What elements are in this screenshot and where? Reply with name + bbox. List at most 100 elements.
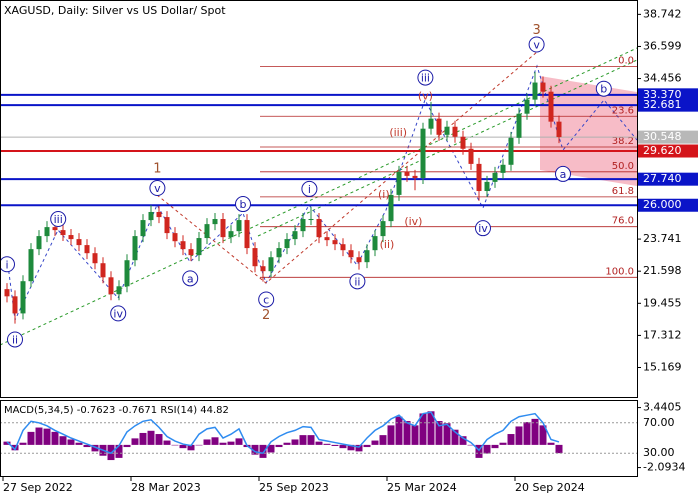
macd-bar <box>371 440 379 445</box>
wave-label: (i) <box>378 188 390 201</box>
wave-circle <box>182 270 199 287</box>
candle-body <box>116 286 122 295</box>
candle-body <box>276 248 282 258</box>
macd-bar <box>91 444 99 452</box>
candle-body <box>268 257 274 272</box>
macd-bar <box>251 444 259 455</box>
candle-body <box>52 227 58 231</box>
trend-channel <box>257 59 638 237</box>
level-label: 32.681 <box>643 98 682 111</box>
candle-body <box>132 236 138 261</box>
target-zone <box>540 76 637 186</box>
candle-body <box>540 82 546 92</box>
wave-label: (iv) <box>404 215 422 228</box>
wave-label: i <box>5 258 8 271</box>
candle-body <box>324 237 330 241</box>
candle-body <box>228 231 234 238</box>
wave-label: (v) <box>418 90 433 103</box>
wave-circle <box>235 196 251 213</box>
macd-bar <box>403 421 411 445</box>
wave-label: ii <box>12 333 18 346</box>
macd-bar <box>363 444 371 448</box>
level-tag <box>638 198 698 212</box>
candle-body <box>364 250 370 263</box>
wave-label: (iii) <box>389 126 407 139</box>
macd-bar <box>283 442 291 445</box>
candle-body <box>548 91 554 122</box>
macd-bar <box>259 444 267 458</box>
macd-bar <box>275 444 283 448</box>
x-tick-label: 28 Mar 2023 <box>131 481 201 494</box>
wave-circle <box>528 36 545 53</box>
macd-bar <box>67 439 75 445</box>
candle-body <box>12 296 18 314</box>
macd-bar <box>419 413 427 445</box>
macd-bar <box>187 444 195 451</box>
macd-bar <box>443 423 451 445</box>
level-tag <box>638 98 698 112</box>
wave-circle <box>417 69 434 86</box>
candle-body <box>4 289 10 297</box>
wave-path <box>156 51 538 284</box>
candle-body <box>188 249 194 256</box>
rsi-tick-label: 70.00 <box>643 416 675 429</box>
candle-body <box>492 172 498 182</box>
macd-bar <box>395 416 403 445</box>
chart-title: XAGUSD, Daily: Silver vs US Dollar/ Spot <box>4 4 226 17</box>
macd-bar <box>435 421 443 445</box>
wave-circle <box>475 220 491 237</box>
x-tick-label: 25 Sep 2023 <box>259 481 329 494</box>
candle-body <box>300 219 306 232</box>
macd-bar <box>515 426 523 445</box>
fib-label: 61.8 <box>612 186 634 197</box>
candle-body <box>196 238 202 256</box>
candle-body <box>60 230 66 236</box>
candle-body <box>36 236 42 250</box>
level-tag <box>638 172 698 186</box>
macd-bar <box>35 427 43 445</box>
macd-bar <box>523 422 531 445</box>
last-price-tag <box>638 130 698 144</box>
macd-bar <box>507 434 515 445</box>
macd-bar <box>171 444 179 446</box>
fib-label: 23.6 <box>612 105 634 116</box>
macd-bar <box>499 442 507 445</box>
candle-body <box>348 250 354 258</box>
macd-tick-label: -2.0934 <box>643 461 685 474</box>
indicator-label: MACD(5,34,5) -0.7623 -0.7671 RSI(14) 44.… <box>4 405 229 416</box>
candle-body <box>140 220 146 237</box>
candle-body <box>260 266 266 272</box>
wave-label: iv <box>478 222 488 235</box>
macd-bar <box>451 429 459 445</box>
level-label: 29.620 <box>643 144 682 157</box>
wave-label: 3 <box>532 23 540 38</box>
wave-label: a <box>187 272 194 285</box>
macd-bar <box>307 435 315 445</box>
y-tick-label: 23.741 <box>643 232 682 245</box>
macd-bar <box>219 442 227 445</box>
candle-body <box>460 136 466 149</box>
macd-bar <box>291 439 299 445</box>
main-frame <box>0 0 638 398</box>
macd-bar <box>19 442 27 445</box>
candle-body <box>444 126 450 135</box>
candle-body <box>292 231 298 240</box>
macd-bar <box>539 425 547 445</box>
candle-body <box>388 194 394 222</box>
fib-label: 76.0 <box>612 216 634 227</box>
macd-bar <box>491 444 499 449</box>
macd-bar <box>179 444 187 449</box>
candle-body <box>332 240 338 245</box>
macd-bar <box>427 411 435 445</box>
x-tick-label: 20 Sep 2024 <box>515 481 585 494</box>
wave-circle <box>110 305 127 322</box>
wave-circle <box>7 331 23 348</box>
macd-bar <box>531 418 539 445</box>
wave-label: b <box>240 198 247 211</box>
macd-bar <box>547 442 555 445</box>
candle-body <box>396 171 402 195</box>
macd-bar <box>339 444 347 449</box>
fib-label: 50.0 <box>612 161 634 172</box>
candle-body <box>180 241 186 250</box>
